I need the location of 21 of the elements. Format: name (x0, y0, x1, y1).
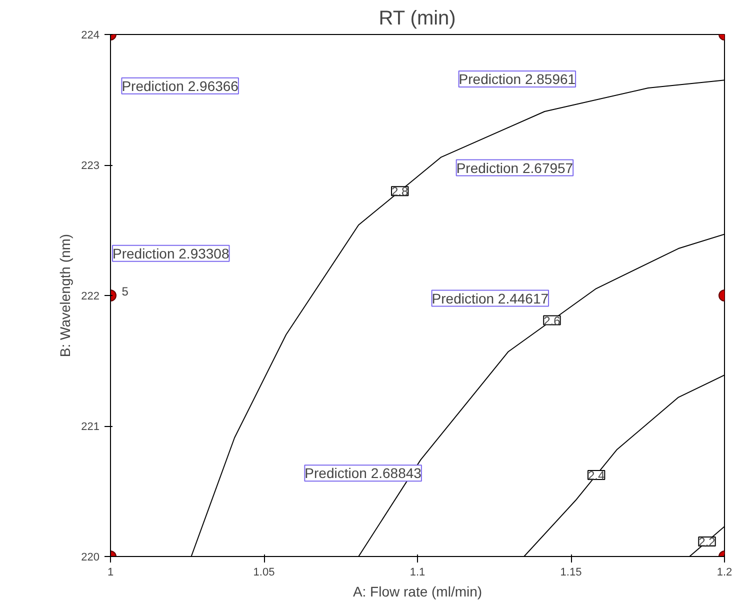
y-axis-title: B: Wavelength (nm) (57, 234, 74, 358)
y-tick-label: 224 (81, 30, 100, 42)
annotation: Prediction 2.96366 (122, 78, 239, 94)
x-tick-label: 1 (107, 566, 114, 578)
y-tick-label: 220 (81, 552, 100, 564)
y-tick-label: 221 (81, 421, 100, 433)
x-axis-title: A: Flow rate (ml/min) (352, 584, 482, 600)
series-label: 2.2 (698, 534, 716, 549)
annotation: 5 (122, 284, 129, 298)
x-tick-label: 1.15 (560, 566, 582, 578)
annotation: Prediction 2.85961 (458, 71, 576, 88)
annotation: Prediction 2.68843 (304, 465, 422, 482)
x-tick-label: 1.05 (253, 566, 275, 578)
x-tick-label: 1.1 (410, 566, 426, 578)
annotation: Prediction 2.44617 (432, 290, 549, 306)
y-tick-label: 222 (81, 290, 100, 302)
chart-title: RT (min) (378, 8, 456, 30)
annotation: Prediction 2.67957 (456, 160, 574, 176)
y-tick-label: 223 (81, 160, 100, 172)
x-tick-label: 1.2 (716, 566, 732, 578)
annotation: Prediction 2.93308 (112, 245, 230, 262)
